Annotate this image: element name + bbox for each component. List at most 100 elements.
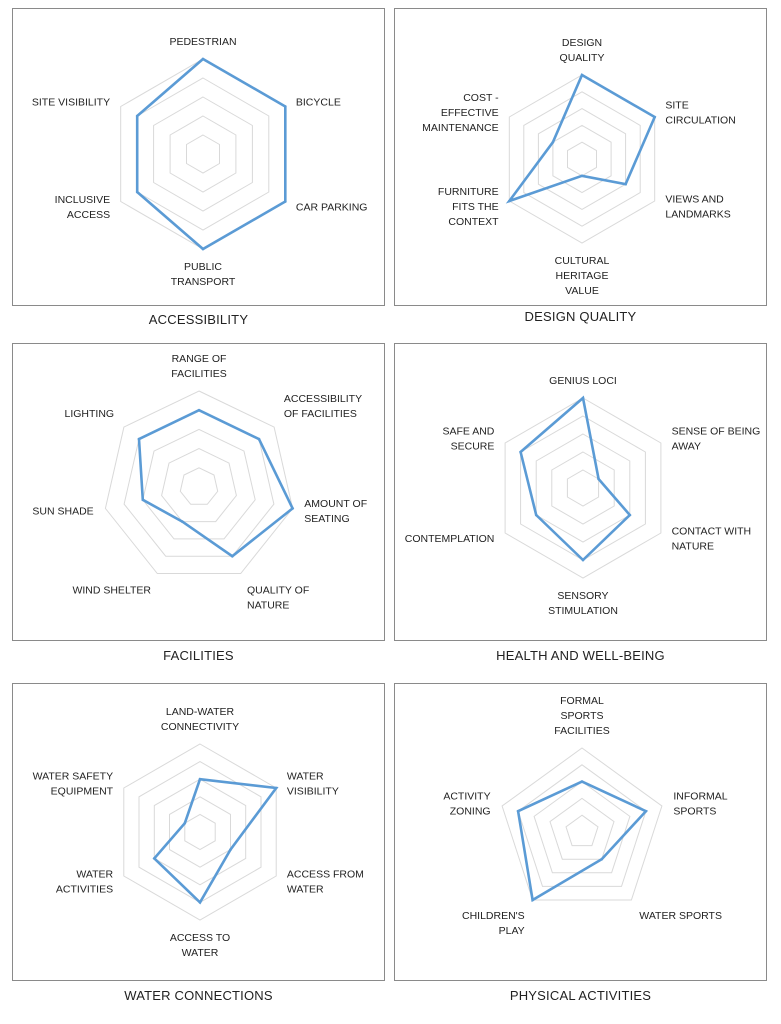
axis-label-car-parking: CAR PARKING [296, 202, 368, 214]
grid-ring [533, 780, 631, 874]
axis-label-public-transport: PUBLIC TRANSPORT [171, 261, 236, 288]
chart-title-health: HEALTH AND WELL-BEING [496, 648, 665, 663]
axis-label-sensory-stimulation: SENSORY STIMULATION [548, 590, 618, 617]
axis-label-water-safety-equipment: WATER SAFETY EQUIPMENT [33, 771, 114, 798]
data-point-quality-of-nature [231, 554, 234, 558]
grid-ring [551, 451, 615, 525]
axis-label-water-sports: WATER SPORTS [639, 910, 722, 922]
data-point-water-activities [153, 857, 156, 860]
grid-ring [123, 743, 277, 921]
data-point-water-sports [600, 857, 603, 861]
axis-label-design-quality: DESIGN QUALITY [560, 37, 605, 64]
data-point-furniture-fits-the-context [508, 199, 511, 203]
data-point-design-quality [580, 73, 584, 77]
grid-ring [123, 409, 275, 557]
data-point-sense-of-being-away [597, 477, 600, 481]
data-point-views-and-landmarks [624, 182, 627, 186]
data-point-inclusive-access [135, 190, 139, 194]
data-point-pedestrian [201, 57, 205, 61]
axis-label-pedestrian: PEDESTRIAN [169, 36, 236, 48]
data-point-water-safety-equipment [183, 821, 187, 825]
data-point-formal-sports-facilities [580, 780, 584, 783]
axis-label-views-and-landmarks: VIEWS AND LANDMARKS [665, 194, 730, 221]
axis-label-site-visibility: SITE VISIBILITY [32, 97, 110, 109]
axis-label-contemplation: CONTEMPLATION [405, 533, 495, 545]
axis-label-range-of-facilities: RANGE OF FACILITIES [171, 353, 226, 380]
data-point-sun-shade [141, 498, 145, 502]
data-point-land-water-connectivity [198, 777, 202, 781]
grid-ring [184, 813, 216, 851]
series-line [135, 57, 287, 251]
data-point-car-parking [284, 200, 287, 203]
data-point-public-transport [201, 247, 205, 251]
chart-title-facilities: FACILITIES [163, 648, 234, 663]
axis-label-furniture-fits-the-context: FURNITURE FITS THE CONTEXT [438, 186, 499, 228]
series-line [519, 395, 632, 562]
chart-panel-physical-activities: FORMAL SPORTS FACILITIES INFORMAL SPORTS WATE… [394, 683, 767, 981]
series-line [516, 780, 649, 903]
grid-ring [517, 764, 647, 887]
data-point-genius-loci [581, 396, 585, 400]
grid-ring [153, 778, 247, 886]
axis-label-contact-with-nature: CONTACT WITH NATURE [672, 526, 752, 553]
radar-chart-facilities: RANGE OF FACILITIES ACCESSIBILITY OF FACILI… [32, 353, 367, 612]
chart-panel-accessibility: PEDESTRIAN BICYCLE CAR PARKING PUBLIC TRANSP… [12, 8, 385, 306]
chart-panel-facilities: RANGE OF FACILITIES ACCESSIBILITY OF FACILI… [12, 343, 385, 641]
grid-ring [153, 96, 253, 212]
axis-label-cultural-heritage-value: CULTURAL HERITAGE VALUE [555, 255, 610, 297]
chart-panel-water-connections: LAND-WATER CONNECTIVITY WATER VISIBILITY ACC… [12, 683, 385, 981]
radar-chart-design-quality: DESIGN QUALITY SITE CIRCULATION VIEWS AND LAN… [422, 37, 736, 297]
grid-ring [501, 747, 663, 901]
axis-label-informal-sports: INFORMAL SPORTS [673, 791, 727, 818]
grid-ring [565, 814, 599, 847]
data-point-access-from-water [229, 848, 232, 851]
axis-label-cost-effective-maintenance: COST -EFFECTIVE MAINTENANCE [422, 92, 499, 134]
axis-label-quality-of-nature: QUALITY OF NATURE [247, 585, 309, 612]
chart-panel-health: GENIUS LOCI SENSE OF BEING AWAY CONTACT WIT… [394, 343, 767, 641]
axis-label-children-s-play: CHILDREN'S PLAY [462, 910, 525, 937]
grid-ring [169, 115, 237, 193]
grid-ring [104, 390, 294, 574]
data-point-site-visibility [135, 114, 139, 118]
axis-label-bicycle: BICYCLE [296, 97, 341, 109]
axis-label-formal-sports-facilities: FORMAL SPORTS FACILITIES [554, 695, 609, 737]
series-line [137, 408, 295, 558]
axis-label-activity-zoning: ACTIVITY ZONING [443, 791, 490, 818]
chart-title-design-quality: DESIGN QUALITY [524, 309, 637, 324]
data-point-lighting [137, 437, 141, 441]
data-point-wind-shelter [181, 520, 184, 523]
data-point-amount-of-seating [291, 507, 294, 510]
data-point-range-of-facilities [197, 408, 201, 412]
chart-title-physical-activities: PHYSICAL ACTIVITIES [509, 988, 652, 1003]
grid-ring [537, 108, 627, 210]
data-point-cultural-heritage-value [580, 174, 584, 178]
series-line [505, 73, 657, 204]
radar-chart-water-connections: LAND-WATER CONNECTIVITY WATER VISIBILITY ACC… [33, 706, 364, 959]
data-point-water-visibility [274, 786, 278, 790]
chart-title-water-connections: WATER CONNECTIONS [124, 988, 273, 1003]
chart-panel-design-quality: DESIGN QUALITY SITE CIRCULATION VIEWS AND LAN… [394, 8, 767, 306]
data-point-contact-with-nature [628, 513, 632, 517]
data-point-sensory-stimulation [581, 558, 585, 562]
data-point-cost-effective-maintenance [551, 140, 555, 144]
axis-label-water-activities: WATER ACTIVITIES [56, 869, 114, 896]
data-point-activity-zoning [516, 809, 520, 813]
axis-label-amount-of-seating: AMOUNT OF SEATING [304, 498, 367, 525]
axis-label-accessibility-of-facilities: ACCESSIBILITY OF FACILITIES [284, 393, 362, 420]
grid-ring [566, 469, 600, 507]
axis-label-site-circulation: SITE CIRCULATION [665, 100, 735, 127]
axis-label-genius-loci: GENIUS LOCI [549, 375, 617, 387]
axis-label-water-visibility: WATER VISIBILITY [287, 771, 339, 798]
data-point-site-circulation [653, 115, 656, 119]
grid-ring [179, 467, 219, 505]
grid-ring [169, 796, 231, 868]
data-point-bicycle [284, 105, 287, 108]
grid-ring [142, 428, 256, 540]
axis-label-wind-shelter: WIND SHELTER [72, 585, 151, 597]
axis-label-access-to-water: ACCESS TO WATER [170, 932, 230, 959]
data-point-access-to-water [198, 901, 202, 904]
grid-ring [567, 141, 597, 177]
data-point-accessibility-of-facilities [257, 437, 261, 441]
axis-label-inclusive-access: INCLUSIVE ACCESS [55, 194, 110, 221]
chart-title-accessibility: ACCESSIBILITY [148, 312, 249, 327]
